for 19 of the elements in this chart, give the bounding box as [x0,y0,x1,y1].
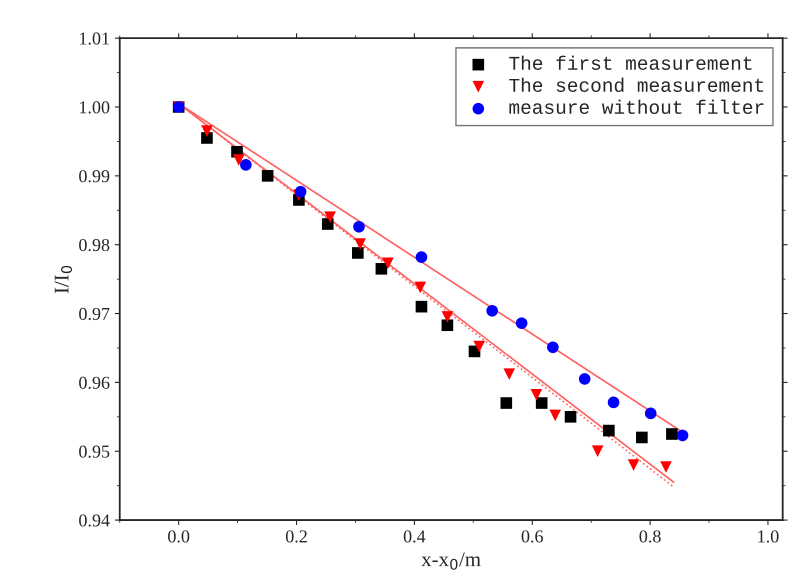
x-axis-title: x-x$_{0}$/m [421,552,481,570]
y-tick-label: 1.00 [80,101,110,114]
x-tick-label: 1.0 [758,530,779,543]
y-tick-label: 0.95 [79,445,110,458]
y-tick-label: 0.94 [79,514,110,527]
x-tick-label: 0.4 [404,530,426,543]
x-tick-label: 0.6 [522,530,543,543]
y-tick-label: 0.98 [79,238,110,252]
x-tick-label: 0.2 [286,530,307,543]
legend-label: measure without filter [509,100,764,114]
y-tick-label: 0.97 [79,308,110,320]
y-tick-label: 1.01 [80,32,109,45]
y-axis-title: I/I$_{0}$ [54,266,72,294]
y-tick-label: 0.96 [79,376,110,389]
legend-label: The second measurement [509,78,764,92]
y-tick-label: 0.99 [79,170,110,182]
legend-label: The first measurement [509,56,752,70]
x-tick-label: 0.8 [640,530,661,543]
x-tick-label: 0.0 [168,530,190,543]
